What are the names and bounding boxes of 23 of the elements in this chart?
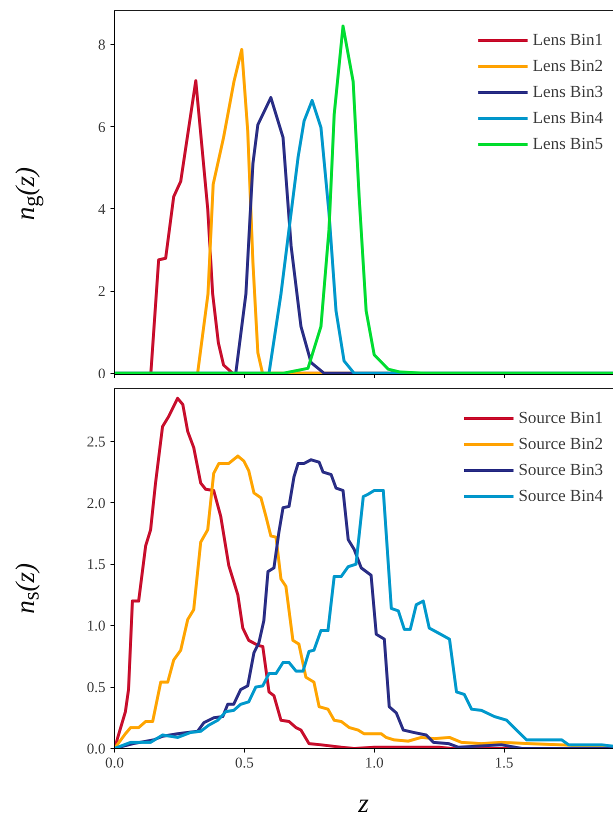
legend-label: Lens Bin4 [532, 108, 603, 128]
x-tick-label: 1.5 [494, 756, 514, 772]
y-tick-label: 4 [98, 202, 106, 218]
y-tick-label: 1.0 [86, 618, 106, 635]
y-tick-label: 2.5 [86, 434, 106, 450]
legend-label: Source Bin3 [518, 460, 603, 480]
y-tick-label: 2.0 [86, 496, 106, 512]
y-tick-label: 6 [98, 120, 106, 136]
legend-label: Lens Bin5 [532, 134, 603, 154]
y-tick-label: 2 [98, 284, 106, 300]
legend-label: Lens Bin1 [532, 30, 603, 50]
legend-label: Source Bin4 [518, 486, 603, 506]
y-tick-label: 0.0 [86, 742, 106, 758]
legend-label: Lens Bin2 [532, 56, 603, 76]
x-tick-label: 0.5 [234, 756, 254, 772]
y-tick-label: 1.5 [86, 557, 106, 574]
x-axis-title: z [357, 788, 370, 815]
x-tick-label: 1.0 [364, 756, 384, 772]
legend-label: Source Bin2 [518, 434, 603, 454]
legend-label: Lens Bin3 [532, 82, 603, 102]
y-tick-label: 0.5 [86, 680, 106, 696]
y-tick-label: 8 [98, 38, 106, 54]
legend-label: Source Bin1 [518, 408, 603, 428]
